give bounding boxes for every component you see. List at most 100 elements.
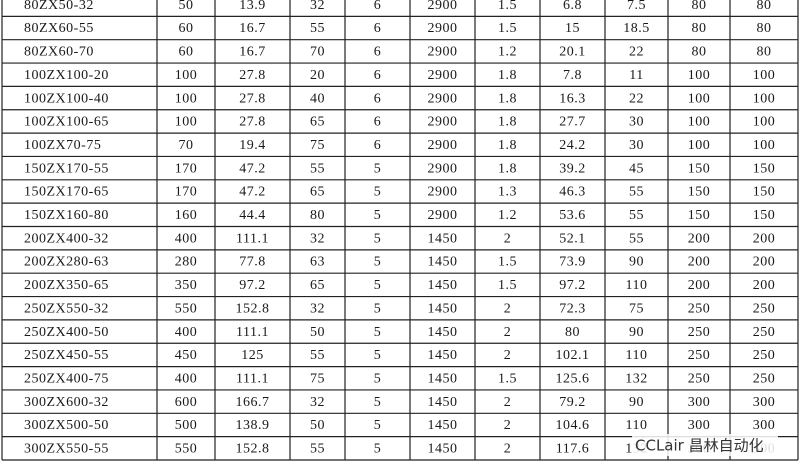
cell: 2900 — [428, 185, 458, 200]
cell: 450 — [175, 348, 198, 363]
cell: 100ZX100-20 — [24, 68, 109, 83]
cell: 46.3 — [559, 185, 586, 200]
cell: 166.7 — [236, 395, 270, 410]
cell: 300 — [688, 395, 711, 410]
cell: 75 — [310, 371, 325, 386]
cell: 125.6 — [556, 371, 590, 386]
cell: 53.6 — [559, 208, 586, 223]
cell: 5 — [374, 418, 382, 433]
cell: 6 — [374, 21, 382, 36]
cell: 80ZX50-32 — [24, 0, 94, 13]
cell: 600 — [175, 395, 198, 410]
cell: 100 — [175, 115, 198, 130]
cell: 2900 — [428, 208, 458, 223]
cell: 2900 — [428, 138, 458, 153]
cell: 5 — [374, 231, 382, 246]
cell: 80 — [757, 0, 772, 13]
cell: 150 — [688, 185, 711, 200]
cell: 6 — [374, 68, 382, 83]
cell: 32 — [310, 395, 325, 410]
cell: 170 — [175, 161, 198, 176]
cell: 1450 — [428, 301, 458, 316]
cell: 6 — [374, 115, 382, 130]
cell: 7.8 — [563, 68, 582, 83]
cell: 1.2 — [498, 45, 517, 60]
cell: 6 — [374, 91, 382, 106]
cell: 2 — [504, 325, 512, 340]
cell: 45 — [629, 161, 644, 176]
cell: 55 — [629, 208, 644, 223]
cell: 200 — [688, 255, 711, 270]
cell: 27.8 — [239, 115, 266, 130]
cell: 200ZX280-63 — [24, 255, 109, 270]
cell: 150 — [688, 161, 711, 176]
cell: 70 — [179, 138, 194, 153]
cell: 100ZX100-40 — [24, 91, 109, 106]
cell: 19.4 — [239, 138, 266, 153]
cell: 100 — [753, 68, 776, 83]
cell: 150 — [753, 208, 776, 223]
cell: 2 — [504, 231, 512, 246]
cell: 70 — [310, 45, 325, 60]
cell: 200ZX400-32 — [24, 231, 109, 246]
cell: 500 — [175, 418, 198, 433]
cell: 100 — [175, 68, 198, 83]
cell: 5 — [374, 161, 382, 176]
cell: 7.5 — [627, 0, 646, 13]
cell: 200 — [753, 278, 776, 293]
cell: 1450 — [428, 395, 458, 410]
cell: 250 — [688, 348, 711, 363]
cell: 5 — [374, 208, 382, 223]
cell: 75 — [629, 301, 644, 316]
cell: 55 — [629, 231, 644, 246]
cell: 150ZX170-65 — [24, 185, 109, 200]
cell: 250ZX550-32 — [24, 301, 109, 316]
cell: 5 — [374, 371, 382, 386]
cell: 550 — [175, 442, 198, 457]
cell: 200 — [753, 255, 776, 270]
cell: 60 — [179, 45, 194, 60]
cell: 150ZX170-55 — [24, 161, 109, 176]
cell: 1450 — [428, 348, 458, 363]
cell: 97.2 — [239, 278, 266, 293]
cell: 20.1 — [559, 45, 586, 60]
cell: 111.1 — [236, 325, 269, 340]
cell: 2900 — [428, 91, 458, 106]
cell: 5 — [374, 325, 382, 340]
cell: 150 — [688, 208, 711, 223]
cell: 1.5 — [498, 278, 517, 293]
cell: 32 — [310, 301, 325, 316]
cell: 300 — [753, 395, 776, 410]
cell: 5 — [374, 442, 382, 457]
cell: 16.3 — [559, 91, 586, 106]
cell: 27.8 — [239, 91, 266, 106]
cell: 39.2 — [559, 161, 586, 176]
cell: 250ZX400-75 — [24, 371, 109, 386]
cell: 5 — [374, 185, 382, 200]
cell: 111.1 — [236, 371, 269, 386]
cell: 1.5 — [498, 255, 517, 270]
cell: 65 — [310, 185, 325, 200]
cell: 400 — [175, 231, 198, 246]
cell: 55 — [310, 161, 325, 176]
cell: 44.4 — [239, 208, 266, 223]
cell: 80 — [757, 45, 772, 60]
cell: 80 — [310, 208, 325, 223]
cell: 300ZX600-32 — [24, 395, 109, 410]
cell: 100 — [688, 91, 711, 106]
cell: 90 — [629, 255, 644, 270]
cell: 20 — [310, 68, 325, 83]
cell: 250ZX400-50 — [24, 325, 109, 340]
cell: 80 — [692, 0, 707, 13]
cell: 250 — [753, 301, 776, 316]
cell: 250 — [753, 348, 776, 363]
cell: 24.2 — [559, 138, 586, 153]
cell: 200ZX350-65 — [24, 278, 109, 293]
cell: 1.8 — [498, 91, 517, 106]
cell: 6 — [374, 138, 382, 153]
cell: 160 — [175, 208, 198, 223]
cell: 100 — [753, 138, 776, 153]
cell: 1450 — [428, 418, 458, 433]
cell: 55 — [310, 21, 325, 36]
cell: 100 — [753, 115, 776, 130]
